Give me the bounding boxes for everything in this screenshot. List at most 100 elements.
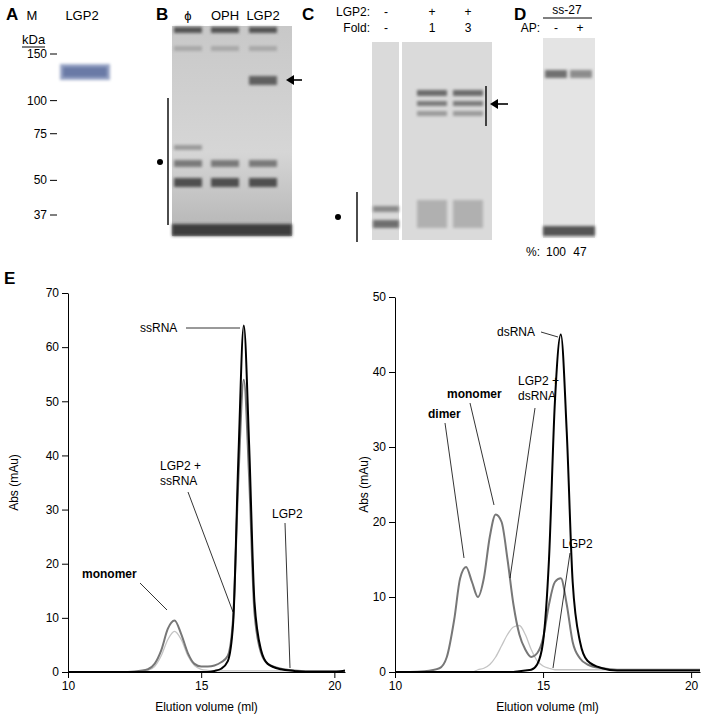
marker-tick <box>50 215 57 216</box>
leader-line <box>510 408 535 578</box>
gel-band <box>249 46 277 51</box>
annotation: monomer <box>447 387 502 401</box>
tick-label: 50 <box>373 290 387 304</box>
y-axis: 0 10 20 30 40 50 <box>373 290 396 679</box>
tick-label: 10 <box>62 679 76 693</box>
gel-band <box>174 46 202 51</box>
tick-label: 60 <box>46 340 60 354</box>
lane-label: LGP2 <box>65 8 98 23</box>
gel-separator <box>399 42 402 240</box>
y-tick: 40 <box>46 449 68 463</box>
tick-label: 0 <box>379 665 386 679</box>
panel-label: A <box>6 5 18 24</box>
axis-domain <box>396 672 701 673</box>
dot-marker <box>157 159 163 165</box>
tick-mark <box>395 672 396 678</box>
axis-domain <box>395 298 396 673</box>
marker-label: 50 <box>34 173 48 187</box>
marker-tick <box>50 54 57 55</box>
gel-band <box>417 101 447 106</box>
panel-label: B <box>156 5 168 24</box>
gel-band <box>249 76 277 85</box>
series-label: LGP2 +dsRNA <box>518 374 559 403</box>
y-axis: 010203040506070 <box>46 286 69 679</box>
series-line <box>395 335 700 673</box>
row-label: %: <box>526 245 540 259</box>
plot-lines <box>395 335 700 673</box>
tick-label: 20 <box>328 679 342 693</box>
leader-line <box>445 423 464 558</box>
tick-mark <box>389 597 395 598</box>
x-tick: 10 <box>389 672 403 693</box>
row-value: 3 <box>465 21 472 35</box>
tick-label: 70 <box>46 286 60 300</box>
gel-front <box>172 224 292 236</box>
unit-label: kDa <box>22 32 46 47</box>
panel-label: C <box>302 5 314 24</box>
gel-band <box>570 70 592 78</box>
y-tick: 40 <box>373 365 395 379</box>
row-value: + <box>464 5 471 19</box>
lane-header: ss-27 <box>552 3 582 17</box>
lane-label: ϕ <box>184 8 191 23</box>
series-label: dsRNA <box>497 325 535 339</box>
gel-background <box>372 42 492 240</box>
annotation: monomer <box>82 567 137 581</box>
gel-band <box>174 160 202 167</box>
plot-lines <box>68 325 345 672</box>
header-line <box>543 18 592 19</box>
tick-label: 10 <box>373 590 387 604</box>
tick-mark <box>389 447 395 448</box>
bracket <box>167 98 168 225</box>
y-axis-title: Abs (mAu) <box>357 456 371 513</box>
leader-line <box>553 553 570 668</box>
bracket <box>356 192 357 242</box>
row-value: - <box>384 21 388 35</box>
tick-mark <box>691 672 692 678</box>
leader-line <box>188 492 233 612</box>
tick-label: 0 <box>52 665 59 679</box>
y-tick: 30 <box>46 503 68 517</box>
tick-mark <box>389 372 395 373</box>
tick-mark <box>62 618 68 619</box>
row-label: LGP2: <box>336 5 370 19</box>
marker-label: 150 <box>27 47 47 61</box>
tick-mark <box>334 672 335 678</box>
tick-mark <box>543 672 544 678</box>
gel-band <box>174 178 202 187</box>
y-axis-title: Abs (mAu) <box>7 454 21 511</box>
axis-domain <box>69 672 346 673</box>
gel-band <box>60 64 110 80</box>
y-tick: 10 <box>373 590 395 604</box>
gel-band <box>249 160 277 167</box>
marker-tick <box>50 100 57 101</box>
series-label: LGP2 +ssRNA <box>160 459 201 488</box>
arrow-head <box>490 99 498 109</box>
panel-label: E <box>4 269 15 288</box>
gel-band <box>211 46 239 51</box>
tick-mark <box>62 401 68 402</box>
tick-mark <box>389 672 395 673</box>
x-tick: 15 <box>537 672 551 693</box>
tick-label: 15 <box>537 679 551 693</box>
gel-smear <box>453 200 483 228</box>
marker-label: 75 <box>34 127 48 141</box>
x-tick: 15 <box>195 672 209 693</box>
y-tick: 10 <box>46 611 68 625</box>
tick-label: 20 <box>373 515 387 529</box>
percent-value: 47 <box>573 245 587 259</box>
gel-band <box>417 90 447 96</box>
row-value: - <box>384 5 388 19</box>
tick-label: 30 <box>373 440 387 454</box>
series-line <box>395 626 700 673</box>
x-axis: 101520 <box>389 672 701 693</box>
y-tick: 50 <box>373 290 395 304</box>
marker-tick <box>50 180 57 181</box>
tick-label: 30 <box>46 503 60 517</box>
percent-value: 100 <box>546 245 566 259</box>
gel-band <box>453 111 483 116</box>
y-tick: 70 <box>46 286 68 300</box>
tick-mark <box>62 455 68 456</box>
row-value: 1 <box>429 21 436 35</box>
leader-line <box>285 523 290 668</box>
